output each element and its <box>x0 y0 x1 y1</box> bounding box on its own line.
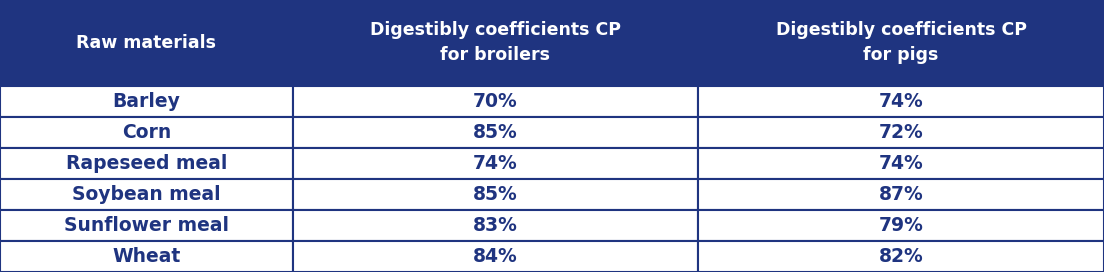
Bar <box>0 148 293 179</box>
Bar <box>293 117 698 148</box>
Bar <box>0 117 293 148</box>
Text: 85%: 85% <box>473 123 518 142</box>
Bar <box>699 148 1104 179</box>
Text: 85%: 85% <box>473 185 518 204</box>
Text: 79%: 79% <box>879 216 924 235</box>
Bar <box>293 0 698 86</box>
Text: 74%: 74% <box>879 154 924 173</box>
Bar <box>699 179 1104 210</box>
Text: Barley: Barley <box>113 92 180 111</box>
Bar <box>293 148 698 179</box>
Text: 74%: 74% <box>879 92 924 111</box>
Text: Corn: Corn <box>121 123 171 142</box>
Text: Raw materials: Raw materials <box>76 34 216 52</box>
Text: Soybean meal: Soybean meal <box>72 185 221 204</box>
Text: Rapeseed meal: Rapeseed meal <box>65 154 227 173</box>
Bar <box>293 179 698 210</box>
Bar <box>699 0 1104 86</box>
Text: Digestibly coefficients CP
for pigs: Digestibly coefficients CP for pigs <box>776 21 1027 64</box>
Bar <box>293 210 698 241</box>
Bar <box>0 86 293 117</box>
Text: Wheat: Wheat <box>113 247 180 266</box>
Text: 83%: 83% <box>473 216 518 235</box>
Bar <box>699 117 1104 148</box>
Text: 87%: 87% <box>879 185 924 204</box>
Bar <box>0 241 293 272</box>
Bar <box>699 210 1104 241</box>
Bar <box>699 241 1104 272</box>
Text: 74%: 74% <box>473 154 518 173</box>
Bar <box>293 86 698 117</box>
Bar <box>293 241 698 272</box>
Text: 70%: 70% <box>473 92 518 111</box>
Text: Sunflower meal: Sunflower meal <box>64 216 229 235</box>
Bar <box>0 210 293 241</box>
Bar <box>0 0 293 86</box>
Text: 84%: 84% <box>473 247 518 266</box>
Text: 72%: 72% <box>879 123 924 142</box>
Bar <box>699 86 1104 117</box>
Bar <box>0 179 293 210</box>
Text: Digestibly coefficients CP
for broilers: Digestibly coefficients CP for broilers <box>370 21 620 64</box>
Text: 82%: 82% <box>879 247 924 266</box>
